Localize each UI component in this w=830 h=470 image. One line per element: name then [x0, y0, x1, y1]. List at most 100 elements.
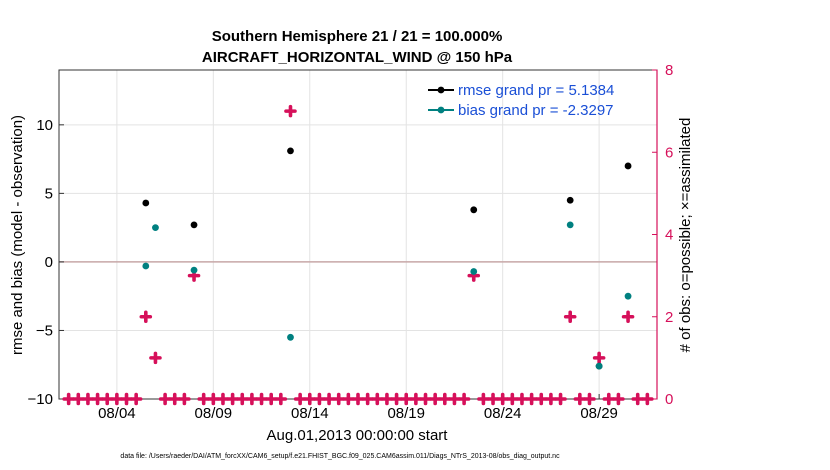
obs-count-marker [71, 392, 85, 406]
obs-count-marker [120, 392, 133, 406]
rmse-point [142, 199, 150, 207]
obs-count-marker [303, 392, 317, 406]
x-tick-label: 08/09 [195, 405, 233, 422]
obs-count-marker [515, 392, 529, 406]
obs-count-marker [149, 351, 162, 365]
obs-count-marker [274, 392, 288, 406]
obs-count-marker [438, 392, 452, 406]
obs-count-marker [534, 392, 548, 406]
obs-count-marker [235, 392, 249, 406]
y2-tick-label: 8 [665, 62, 673, 79]
obs-count-marker [207, 392, 220, 406]
rmse-point [566, 196, 574, 204]
obs-count-marker [110, 392, 124, 406]
obs-count-marker [139, 310, 153, 324]
obs-count-marker [602, 392, 616, 406]
obs-count-marker [563, 310, 577, 324]
obs-count-marker [399, 392, 413, 406]
obs-count-marker [525, 392, 538, 406]
legend-label: bias grand pr = -2.3297 [458, 102, 614, 119]
y2-tick-label: 0 [665, 391, 673, 408]
obs-count-marker [573, 392, 587, 406]
bias-point [190, 266, 198, 274]
obs-count-marker [496, 392, 509, 406]
obs-count-marker [158, 392, 172, 406]
obs-count-marker [544, 392, 558, 406]
obs-count-marker [621, 310, 635, 324]
obs-count-marker [91, 392, 104, 406]
obs-count-marker [168, 392, 182, 406]
y-tick-label: −5 [36, 322, 53, 339]
obs-count-marker [641, 392, 654, 406]
obs-count-marker [351, 392, 365, 406]
obs-count-marker [390, 392, 403, 406]
y-tick-label: −10 [28, 391, 53, 408]
plot-area: −10 −5 0 5 10 0 2 4 6 8 08/04 08/09 08/14 08/19 08/24 0… [28, 62, 674, 422]
obs-count-marker [592, 351, 606, 365]
x-tick-label: 08/04 [98, 405, 136, 422]
obs-count-marker [245, 392, 259, 406]
obs-count-marker [284, 104, 297, 118]
obs-count-marker [370, 392, 384, 406]
obs-count-marker [361, 392, 374, 406]
obs-count-marker [380, 392, 394, 406]
obs-count-marker [448, 392, 461, 406]
y-axis-label: rmse and bias (model - observation) [9, 115, 26, 355]
obs-count-marker [506, 392, 519, 406]
obs-count-marker [583, 392, 596, 406]
bias-point [624, 292, 632, 300]
rmse-point [470, 206, 478, 214]
x-axis-label: Aug.01,2013 00:00:00 start [267, 427, 449, 444]
y2-tick-label: 2 [665, 309, 673, 326]
obs-count-marker [255, 392, 268, 406]
bias-point [152, 224, 159, 232]
y-tick-label: 5 [45, 185, 53, 202]
legend-label: rmse grand pr = 5.1384 [458, 82, 614, 99]
obs-count-marker [409, 392, 423, 406]
rmse-point [190, 221, 198, 229]
bias-point [470, 268, 478, 275]
y2-tick-label: 4 [665, 227, 673, 244]
legend-swatch-marker [437, 86, 445, 94]
obs-count-marker [178, 392, 191, 406]
x-tick-label: 08/14 [291, 405, 329, 422]
chart-title-line1: Southern Hemisphere 21 / 21 = 100.000% [212, 28, 503, 45]
obs-count-marker [612, 392, 625, 406]
obs-count-marker [264, 392, 278, 406]
obs-count-marker [197, 392, 210, 406]
rmse-point [287, 147, 294, 155]
bias-point [287, 333, 294, 341]
obs-count-marker [554, 392, 567, 406]
legend-swatch-marker [437, 106, 445, 114]
chart-title-line2: AIRCRAFT_HORIZONTAL_WIND @ 150 hPa [202, 49, 513, 66]
obs-count-marker [100, 392, 114, 406]
obs-count-marker [81, 392, 95, 406]
obs-count-marker [226, 392, 239, 406]
bias-point [566, 221, 574, 229]
x-tick-label: 08/19 [387, 405, 425, 422]
y-tick-label: 10 [36, 117, 53, 134]
obs-count-marker [322, 392, 336, 406]
x-tick-label: 08/29 [580, 405, 618, 422]
obs-count-marker [129, 392, 143, 406]
obs-count-marker [419, 392, 432, 406]
obs-count-marker [62, 392, 75, 406]
x-tick-label: 08/24 [484, 405, 522, 422]
bias-point [142, 262, 150, 270]
obs-count-marker [631, 392, 645, 406]
obs-count-marker [293, 392, 307, 406]
obs-count-marker [428, 392, 442, 406]
plot-frame [58, 69, 658, 400]
obs-count-marker [332, 392, 346, 406]
obs-count-marker [457, 392, 471, 406]
bias-point [595, 362, 603, 370]
obs-count-marker [342, 392, 355, 406]
obs-count-marker [216, 392, 230, 406]
obs-count-marker [486, 392, 500, 406]
obs-count-marker [313, 392, 326, 406]
obs-count-marker [477, 392, 490, 406]
y2-axis-label: # of obs: o=possible; ×=assimilated [677, 118, 694, 353]
y-tick-label: 0 [45, 254, 53, 271]
y2-tick-label: 6 [665, 144, 673, 161]
